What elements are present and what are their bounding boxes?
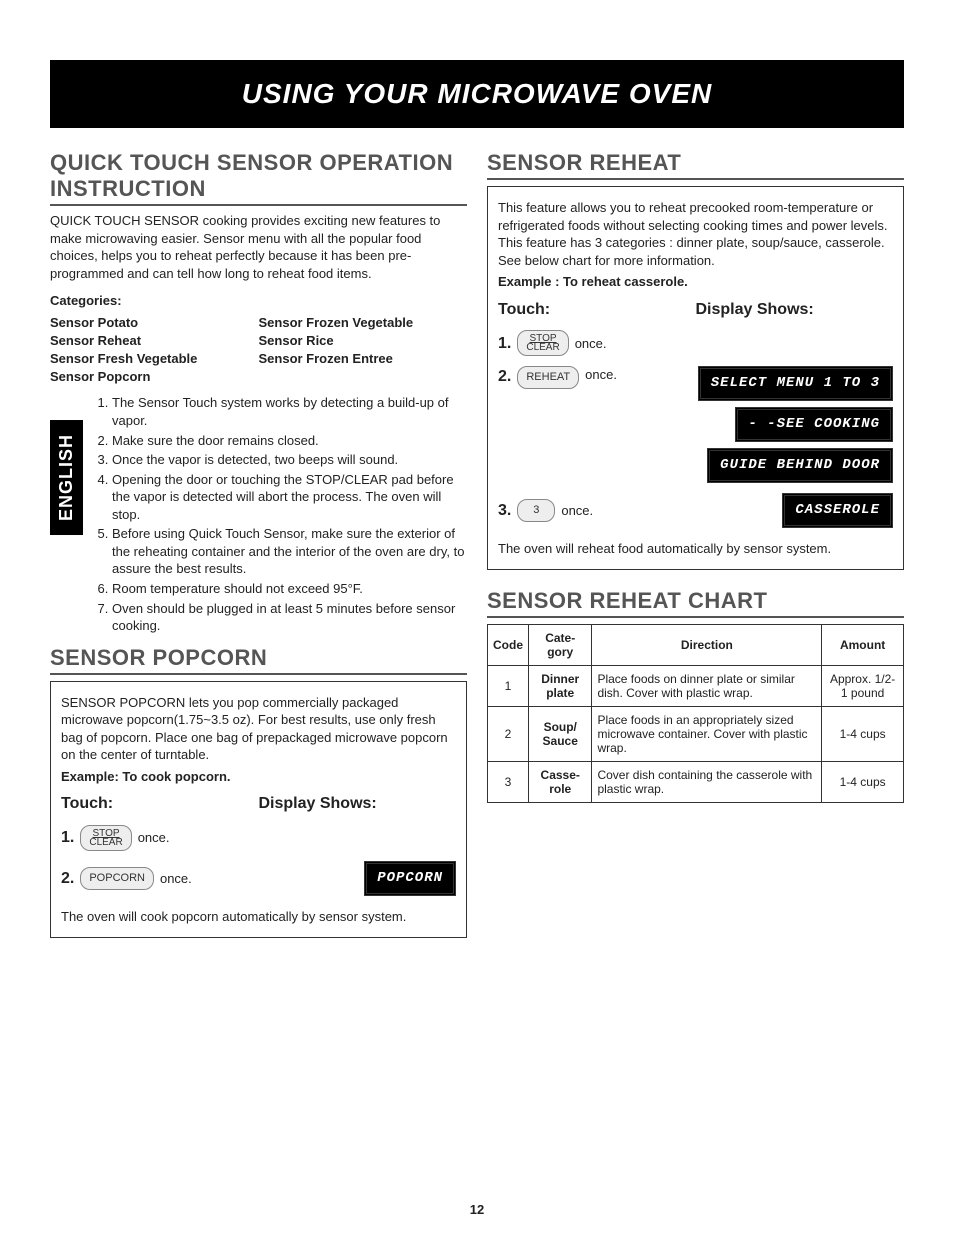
popcorn-step-2: 2. POPCORN once. POPCORN (61, 861, 456, 896)
reheat-step-1: 1. STOP CLEAR once. (498, 330, 893, 356)
cell-amount: Approx. 1/2-1 pound (822, 666, 904, 707)
reheat-chart-table: Code Cate-gory Direction Amount 1 Dinner… (487, 624, 904, 803)
cat-item: Sensor Fresh Vegetable (50, 350, 259, 368)
display-guide-door: GUIDE BEHIND DOOR (707, 448, 893, 483)
cell-amount: 1-4 cups (822, 707, 904, 762)
cell-direction: Place foods in an appropriately sized mi… (592, 707, 822, 762)
stop-clear-button[interactable]: STOP CLEAR (80, 825, 131, 851)
left-column: QUICK TOUCH SENSOR OPERATION INSTRUCTION… (50, 140, 467, 938)
reheat-intro: This feature allows you to reheat precoo… (498, 199, 893, 269)
table-row: 3 Casse-role Cover dish containing the c… (488, 762, 904, 803)
display-casserole: CASSEROLE (782, 493, 893, 528)
notes-list: The Sensor Touch system works by detecti… (90, 394, 467, 634)
cell-code: 3 (488, 762, 529, 803)
th-code: Code (488, 625, 529, 666)
step-number: 2. (498, 366, 511, 388)
step-suffix: once. (585, 366, 617, 384)
reheat-outro: The oven will reheat food automatically … (498, 540, 893, 558)
note-item: Once the vapor is detected, two beeps wi… (112, 451, 467, 469)
right-column: SENSOR REHEAT This feature allows you to… (487, 140, 904, 938)
display-see-cooking: - -SEE COOKING (735, 407, 893, 442)
display-shows-label: Display Shows: (259, 793, 457, 815)
categories-grid: Sensor Potato Sensor Reheat Sensor Fresh… (50, 314, 467, 387)
cat-item: Sensor Frozen Entree (259, 350, 468, 368)
cell-amount: 1-4 cups (822, 762, 904, 803)
cell-direction: Cover dish containing the casserole with… (592, 762, 822, 803)
table-row: 1 Dinner plate Place foods on dinner pla… (488, 666, 904, 707)
cat-item: Sensor Reheat (50, 332, 259, 350)
heading-reheat-chart: SENSOR REHEAT CHART (487, 588, 904, 618)
stop-clear-button[interactable]: STOP CLEAR (517, 330, 568, 356)
cat-item: Sensor Popcorn (50, 368, 259, 386)
th-direction: Direction (592, 625, 822, 666)
note-item: Opening the door or touching the STOP/CL… (112, 471, 467, 524)
heading-sensor-reheat: SENSOR REHEAT (487, 150, 904, 180)
categories-label: Categories: (50, 292, 467, 310)
reheat-step-3: 3. 3 once. CASSEROLE (498, 493, 893, 528)
banner-title: USING YOUR MICROWAVE OVEN (50, 60, 904, 128)
number-3-button[interactable]: 3 (517, 499, 555, 522)
th-category: Cate-gory (529, 625, 592, 666)
language-tab: ENGLISH (50, 420, 83, 535)
note-item: Room temperature should not exceed 95°F. (112, 580, 467, 598)
popcorn-example: Example: To cook popcorn. (61, 768, 456, 786)
cat-item: Sensor Potato (50, 314, 259, 332)
reheat-step-2: 2. REHEAT once. SELECT MENU 1 TO 3 - -SE… (498, 366, 893, 483)
popcorn-button[interactable]: POPCORN (80, 867, 154, 890)
th-amount: Amount (822, 625, 904, 666)
reheat-example: Example : To reheat casserole. (498, 273, 893, 291)
note-item: The Sensor Touch system works by detecti… (112, 394, 467, 429)
touch-label: Touch: (498, 299, 696, 321)
cell-category: Soup/ Sauce (529, 707, 592, 762)
note-item: Before using Quick Touch Sensor, make su… (112, 525, 467, 578)
cell-code: 2 (488, 707, 529, 762)
popcorn-intro: SENSOR POPCORN lets you pop commercially… (61, 694, 456, 764)
table-row: 2 Soup/ Sauce Place foods in an appropri… (488, 707, 904, 762)
cat-item: Sensor Frozen Vegetable (259, 314, 468, 332)
step-number: 1. (498, 333, 511, 355)
cell-category: Casse-role (529, 762, 592, 803)
step-suffix: once. (575, 335, 607, 353)
popcorn-box: SENSOR POPCORN lets you pop commercially… (50, 681, 467, 939)
quick-touch-intro: QUICK TOUCH SENSOR cooking provides exci… (50, 212, 467, 282)
display-select-menu: SELECT MENU 1 TO 3 (698, 366, 893, 401)
cat-item: Sensor Rice (259, 332, 468, 350)
step-number: 3. (498, 500, 511, 522)
display-popcorn: POPCORN (364, 861, 456, 896)
step-suffix: once. (160, 870, 192, 888)
note-item: Oven should be plugged in at least 5 min… (112, 600, 467, 635)
page-number: 12 (0, 1202, 954, 1217)
page: USING YOUR MICROWAVE OVEN ENGLISH QUICK … (0, 0, 954, 1242)
cell-category: Dinner plate (529, 666, 592, 707)
cell-direction: Place foods on dinner plate or similar d… (592, 666, 822, 707)
reheat-box: This feature allows you to reheat precoo… (487, 186, 904, 570)
touch-label: Touch: (61, 793, 259, 815)
popcorn-outro: The oven will cook popcorn automatically… (61, 908, 456, 926)
step-number: 2. (61, 868, 74, 890)
step-number: 1. (61, 827, 74, 849)
heading-sensor-popcorn: SENSOR POPCORN (50, 645, 467, 675)
reheat-button[interactable]: REHEAT (517, 366, 579, 389)
display-shows-label: Display Shows: (696, 299, 894, 321)
step-suffix: once. (138, 829, 170, 847)
step-suffix: once. (561, 502, 593, 520)
heading-quick-touch: QUICK TOUCH SENSOR OPERATION INSTRUCTION (50, 150, 467, 206)
note-item: Make sure the door remains closed. (112, 432, 467, 450)
popcorn-step-1: 1. STOP CLEAR once. (61, 825, 456, 851)
cell-code: 1 (488, 666, 529, 707)
